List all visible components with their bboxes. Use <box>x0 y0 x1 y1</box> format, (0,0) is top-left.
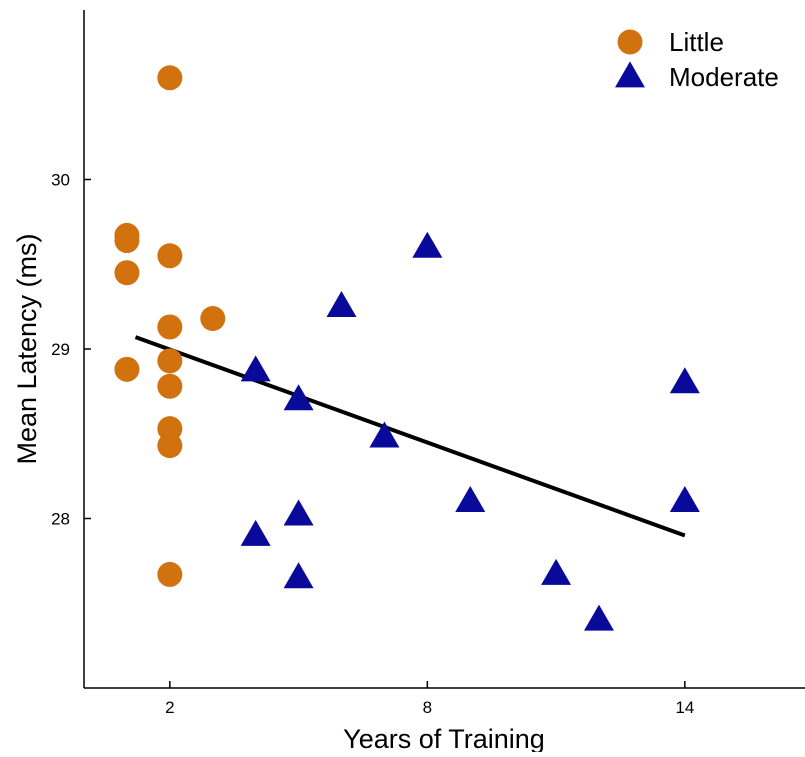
circle-point <box>157 561 183 587</box>
x-tick-label: 8 <box>423 698 432 717</box>
triangle-point <box>412 231 443 258</box>
x-tick-label: 2 <box>165 698 174 717</box>
triangle-point <box>584 604 614 631</box>
circle-point <box>157 348 183 374</box>
circle-point <box>157 65 183 91</box>
circle-point <box>114 228 140 254</box>
legend-circle-marker <box>617 29 643 55</box>
legend-triangle-marker <box>615 61 645 88</box>
trend-line <box>134 335 686 538</box>
circle-point <box>157 433 183 459</box>
legend-label: Moderate <box>669 62 779 92</box>
y-tick-label: 29 <box>51 340 70 359</box>
y-tick-label: 28 <box>51 510 70 529</box>
x-axis-title: Years of Training <box>343 724 545 752</box>
circle-point <box>200 305 226 331</box>
circle-point <box>157 314 183 340</box>
circle-point <box>114 356 140 382</box>
triangle-point <box>283 562 314 589</box>
triangle-point <box>240 355 271 382</box>
circle-point <box>157 373 183 399</box>
y-tick-label: 30 <box>51 171 70 190</box>
triangle-point <box>669 485 700 512</box>
data-points <box>114 65 700 631</box>
x-tick-label: 14 <box>675 698 694 717</box>
triangle-point <box>369 421 400 448</box>
triangle-point <box>455 485 486 512</box>
legend: Little Moderate <box>615 27 779 92</box>
triangle-point <box>669 367 700 394</box>
triangle-point <box>240 519 271 546</box>
y-axis-title: Mean Latency (ms) <box>12 233 42 464</box>
trendline-group <box>134 335 686 538</box>
circle-point <box>114 260 140 286</box>
circle-point <box>157 243 183 269</box>
triangle-point <box>283 499 314 526</box>
triangle-point <box>283 384 314 411</box>
triangle-point <box>326 291 357 318</box>
triangle-point <box>541 558 572 585</box>
legend-label: Little <box>669 27 724 57</box>
